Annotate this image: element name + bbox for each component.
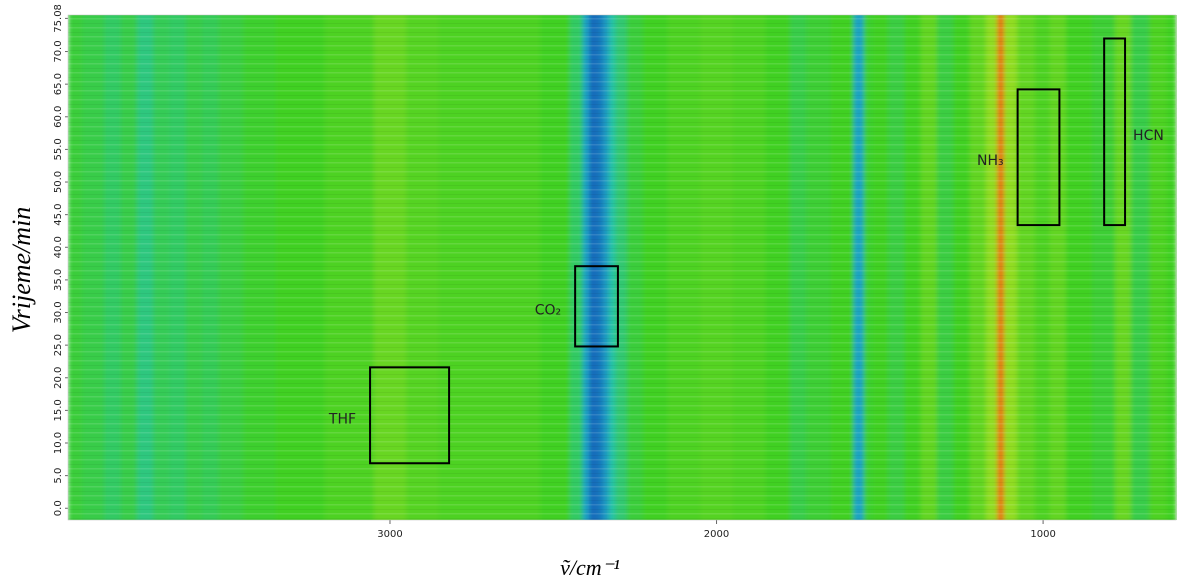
x-tick-label: 1000 (1030, 529, 1055, 540)
y-tick-label: 20.0 (53, 367, 64, 389)
y-tick-label: 45.0 (53, 204, 64, 226)
y-tick-label: 65.0 (53, 73, 64, 95)
y-tick-label: 60.0 (53, 106, 64, 128)
y-tick-label: 25.0 (53, 334, 64, 356)
y-tick-label: 40.0 (53, 236, 64, 258)
y-tick-label: 30.0 (53, 301, 64, 323)
annotation-label: NH₃ (977, 153, 1004, 169)
y-tick-label: 15.0 (53, 399, 64, 421)
x-tick-label: 3000 (377, 529, 402, 540)
y-tick-label: 0.0 (53, 500, 64, 516)
annotation-box (369, 366, 451, 465)
striation (68, 15, 1176, 520)
x-axis-label: ṽ/cm⁻¹ (560, 555, 620, 580)
y-tick-label: 5.0 (53, 468, 64, 484)
annotation-label: THF (328, 411, 356, 427)
annotation-label: HCN (1133, 128, 1164, 144)
y-tick-label: 50.0 (53, 171, 64, 193)
annotation-box (1103, 37, 1127, 227)
annotation-box (574, 265, 619, 348)
plot-frame (67, 14, 1177, 521)
annotation-label: CO₂ (535, 302, 561, 318)
y-tick-label: 10.0 (53, 432, 64, 454)
y-tick-label: 70.0 (53, 40, 64, 62)
annotation-box (1016, 88, 1061, 227)
y-tick-label: 55.0 (53, 138, 64, 160)
y-tick-label: 35.0 (53, 269, 64, 291)
x-tick-label: 2000 (704, 529, 729, 540)
y-axis-label: Vrijeme/min (7, 207, 36, 334)
y-tick-label: 75.08 (53, 4, 64, 33)
